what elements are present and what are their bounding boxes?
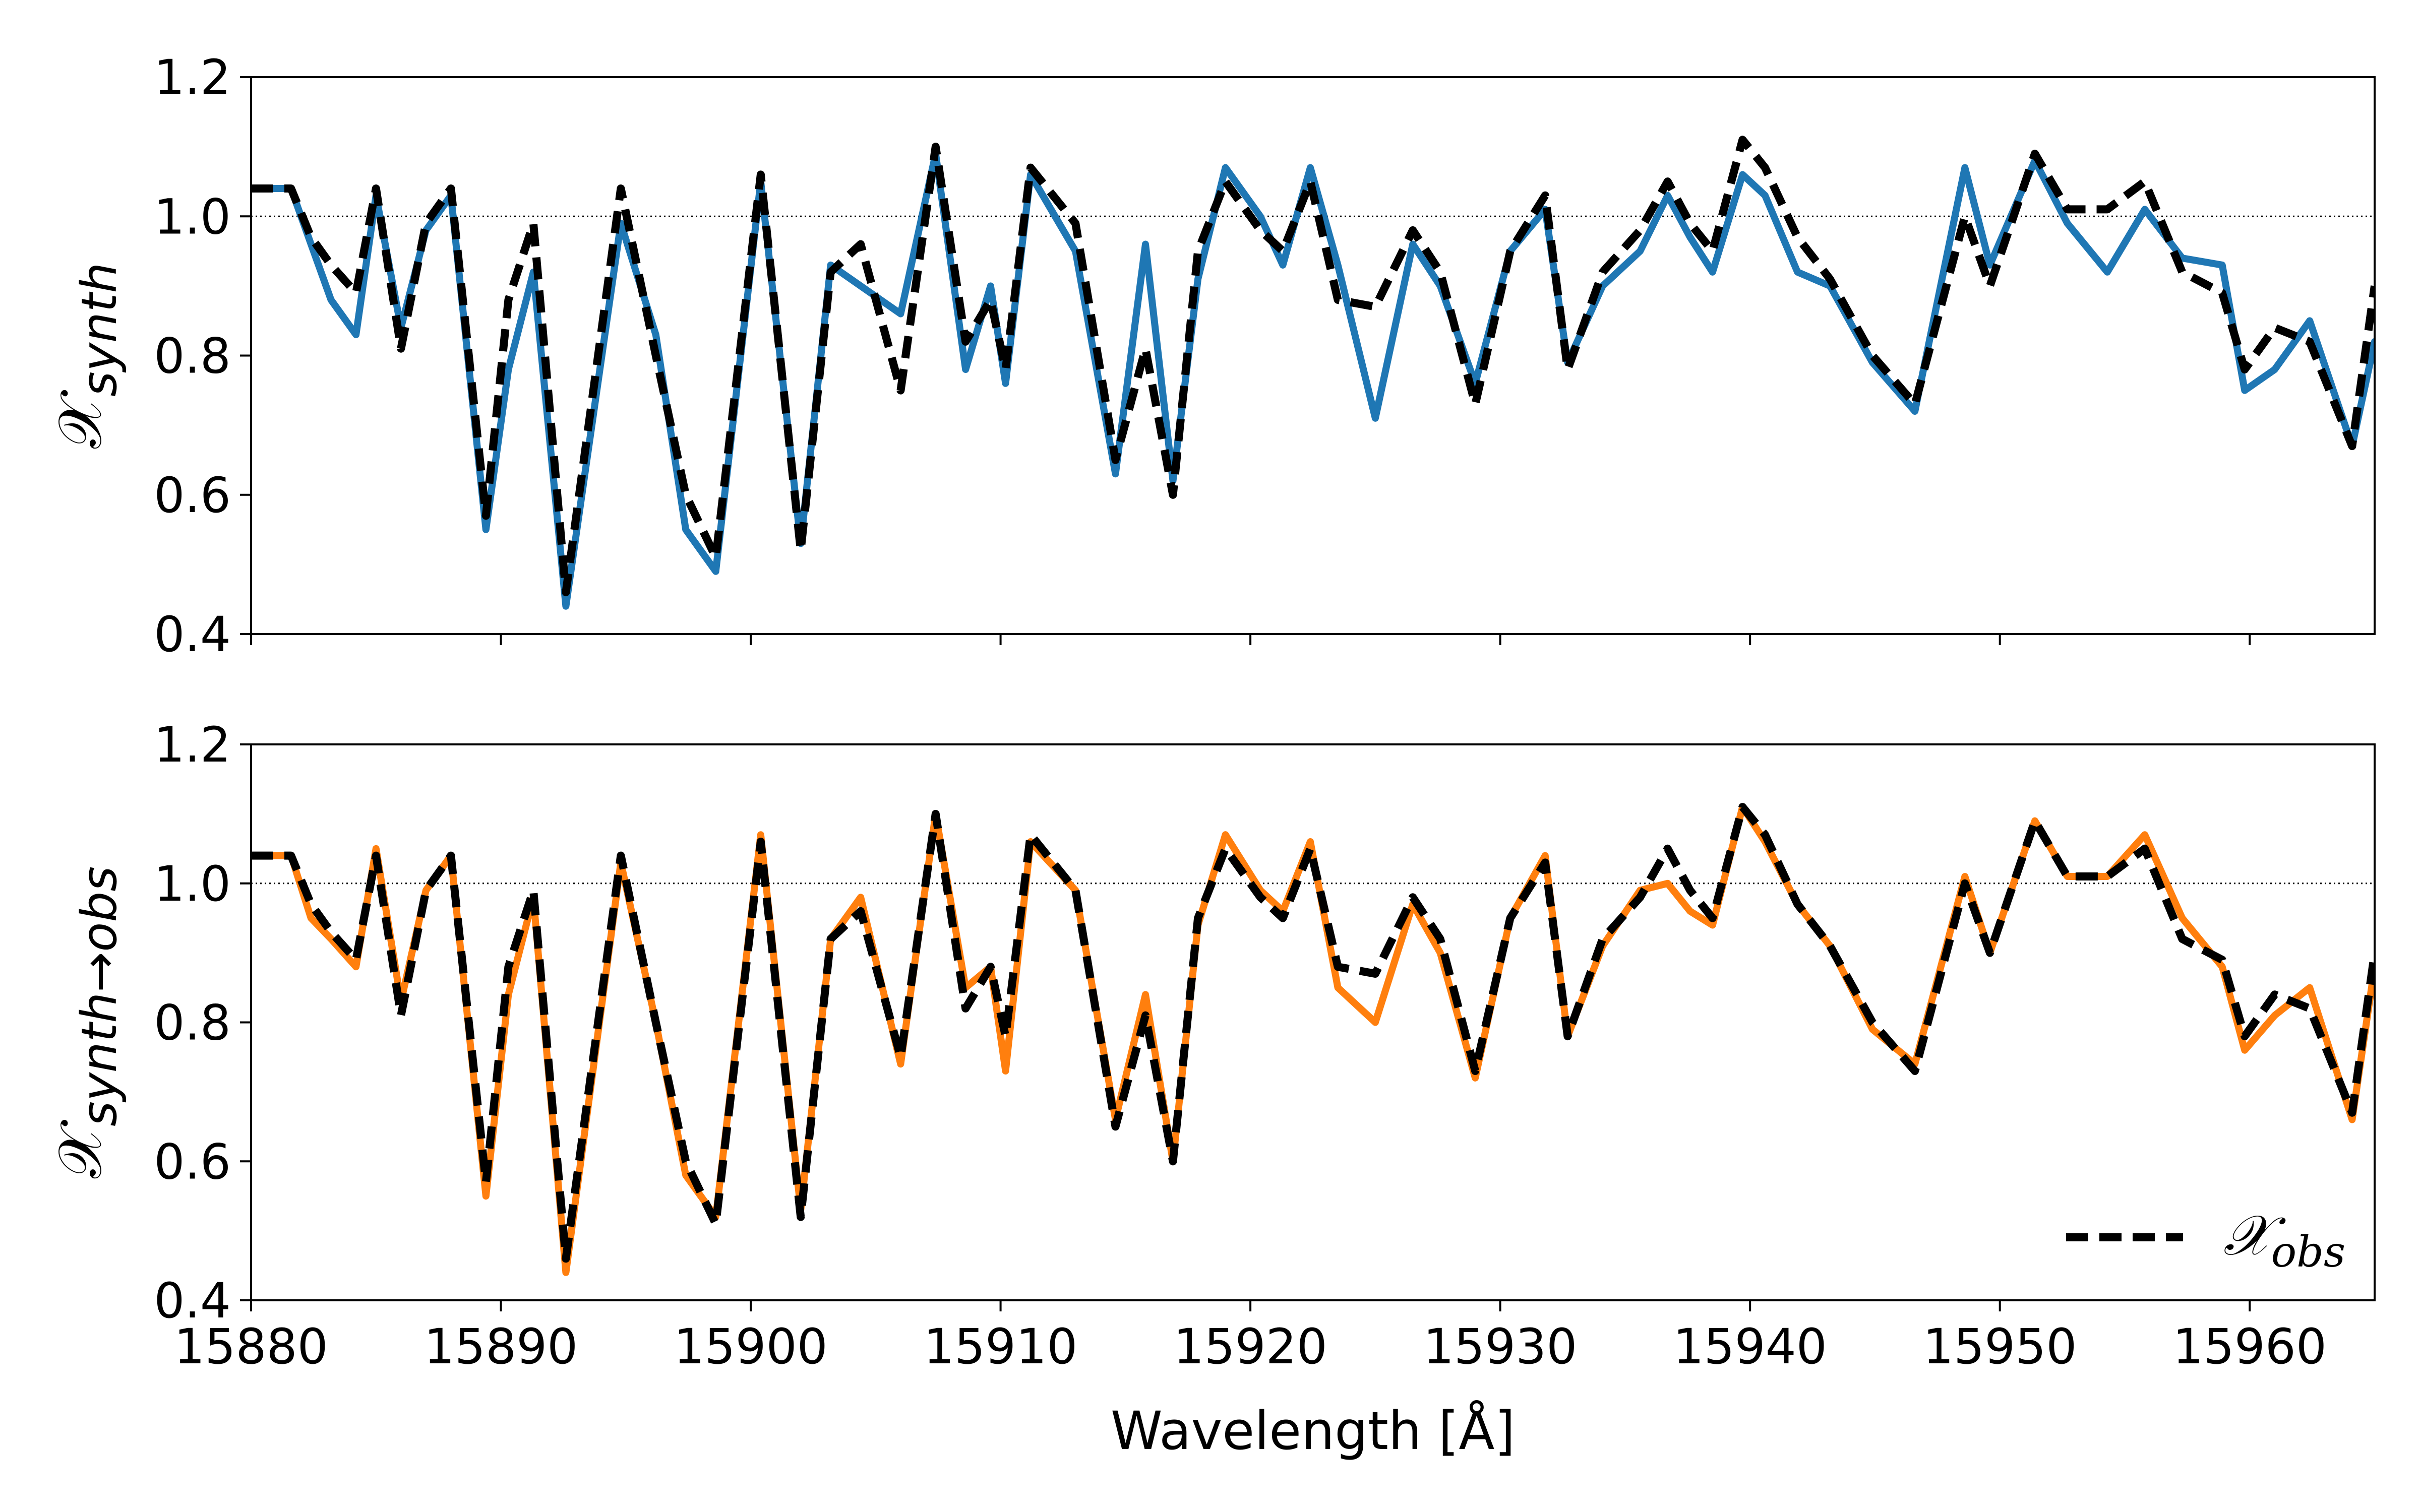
legend: 𝒳obs — [2066, 1203, 2345, 1277]
y-axis-label: 𝒳synth→obs — [45, 866, 128, 1178]
y-tick-label: 0.4 — [154, 606, 231, 663]
y-tick-label: 1.0 — [154, 188, 231, 245]
legend-label: 𝒳obs — [2223, 1203, 2345, 1277]
bottom-panel: 15880 15890 15900 15910 15920 15930 15940 15950… — [45, 717, 2376, 1462]
x-tick-label: 15880 — [174, 1318, 328, 1375]
x-axis-label: Wavelength [Å] — [1111, 1400, 1515, 1462]
y-axis-label: 𝒳synth — [45, 263, 128, 449]
x-tick-label: 15900 — [674, 1318, 827, 1375]
y-tick-label: 0.6 — [154, 467, 231, 524]
top-panel: 0.4 0.6 0.8 1.0 1.2 𝒳synth — [45, 49, 2376, 663]
x-tick-label: 15950 — [1923, 1318, 2077, 1375]
x-tick-label: 15930 — [1423, 1318, 1577, 1375]
y-tick-label: 0.4 — [154, 1273, 231, 1329]
y-tick-label: 0.6 — [154, 1133, 231, 1190]
y-tick-label: 0.8 — [154, 995, 231, 1051]
x-tick-label: 15890 — [424, 1318, 578, 1375]
series-line-obs — [251, 803, 2375, 1263]
y-tick-label: 1.2 — [154, 717, 231, 773]
x-tick-label: 15910 — [924, 1318, 1077, 1375]
y-tick-label: 0.8 — [154, 328, 231, 385]
x-tick-label: 15960 — [2173, 1318, 2327, 1375]
x-tick-label: 15940 — [1673, 1318, 1827, 1375]
y-tick-label: 1.2 — [154, 49, 231, 106]
x-tick-label: 15920 — [1173, 1318, 1327, 1375]
y-tick-label: 1.0 — [154, 856, 231, 912]
series-line-obs — [251, 136, 2375, 597]
